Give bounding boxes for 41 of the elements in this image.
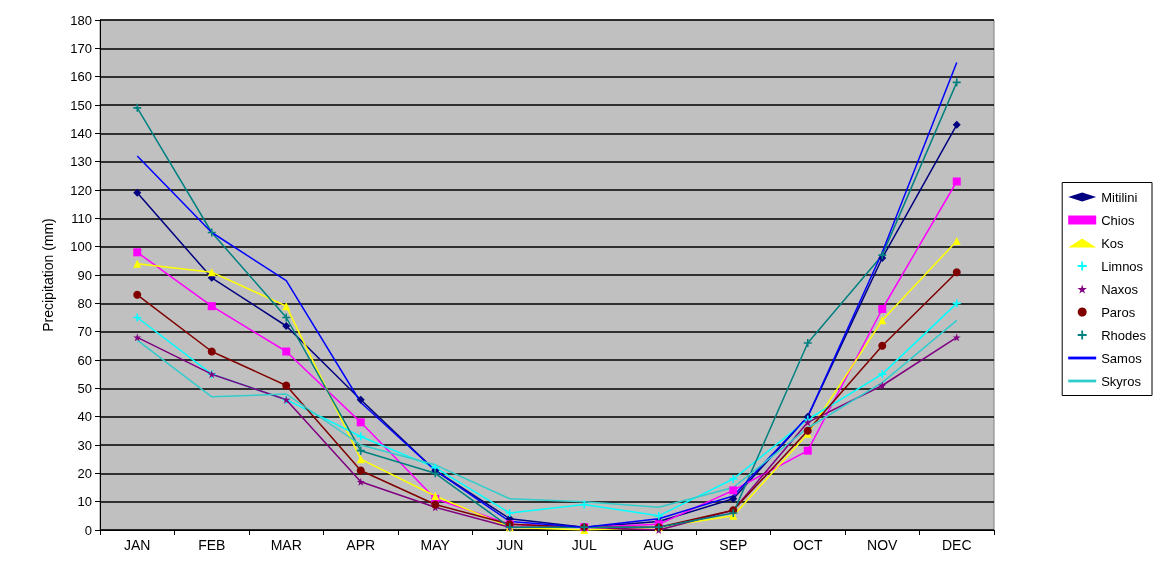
y-tick-label: 60 xyxy=(77,352,92,368)
x-tick-label: JUL xyxy=(571,537,597,553)
y-tick-label: 140 xyxy=(70,125,92,141)
x-tick-label: MAY xyxy=(420,537,451,553)
x-tick-label: FEB xyxy=(198,537,226,553)
legend-label: Kos xyxy=(1101,235,1125,251)
legend-label: Naxos xyxy=(1101,281,1139,297)
y-tick-label: 150 xyxy=(70,97,92,113)
y-tick-label: 100 xyxy=(70,239,92,255)
x-tick-label: DEC xyxy=(941,537,972,553)
x-tick-label: MAR xyxy=(270,537,302,553)
y-axis-title: Precipitation (mm) xyxy=(40,218,56,332)
y-tick-label: 70 xyxy=(77,324,92,340)
y-tick-label: 40 xyxy=(77,409,92,425)
y-tick-label: 170 xyxy=(70,40,92,56)
legend-label: Skyros xyxy=(1101,373,1142,389)
y-tick-label: 120 xyxy=(70,182,92,198)
legend-label: Mitilini xyxy=(1101,189,1138,205)
y-tick-label: 30 xyxy=(77,437,92,453)
y-tick-label: 180 xyxy=(70,12,92,28)
y-tick-label: 0 xyxy=(84,522,92,538)
x-tick-label: OCT xyxy=(792,537,823,553)
y-tick-label: 160 xyxy=(70,69,92,85)
y-tick-label: 90 xyxy=(77,267,92,283)
y-tick-label: 80 xyxy=(77,295,92,311)
legend-label: Paros xyxy=(1101,304,1136,320)
y-tick-label: 130 xyxy=(70,154,92,170)
x-tick-label: JAN xyxy=(124,537,151,553)
x-tick-label: NOV xyxy=(867,537,899,553)
legend-label: Chios xyxy=(1101,212,1135,228)
legend-label: Samos xyxy=(1101,350,1143,366)
x-tick-label: JUN xyxy=(496,537,524,553)
legend-label: Rhodes xyxy=(1101,327,1147,343)
x-tick-label: AUG xyxy=(643,537,674,553)
y-tick-label: 20 xyxy=(77,465,92,481)
y-tick-label: 50 xyxy=(77,380,92,396)
y-tick-label: 10 xyxy=(77,494,92,510)
legend-label: Limnos xyxy=(1101,258,1144,274)
x-tick-label: SEP xyxy=(719,537,748,553)
y-tick-label: 110 xyxy=(71,210,92,226)
x-tick-label: APR xyxy=(346,537,376,553)
